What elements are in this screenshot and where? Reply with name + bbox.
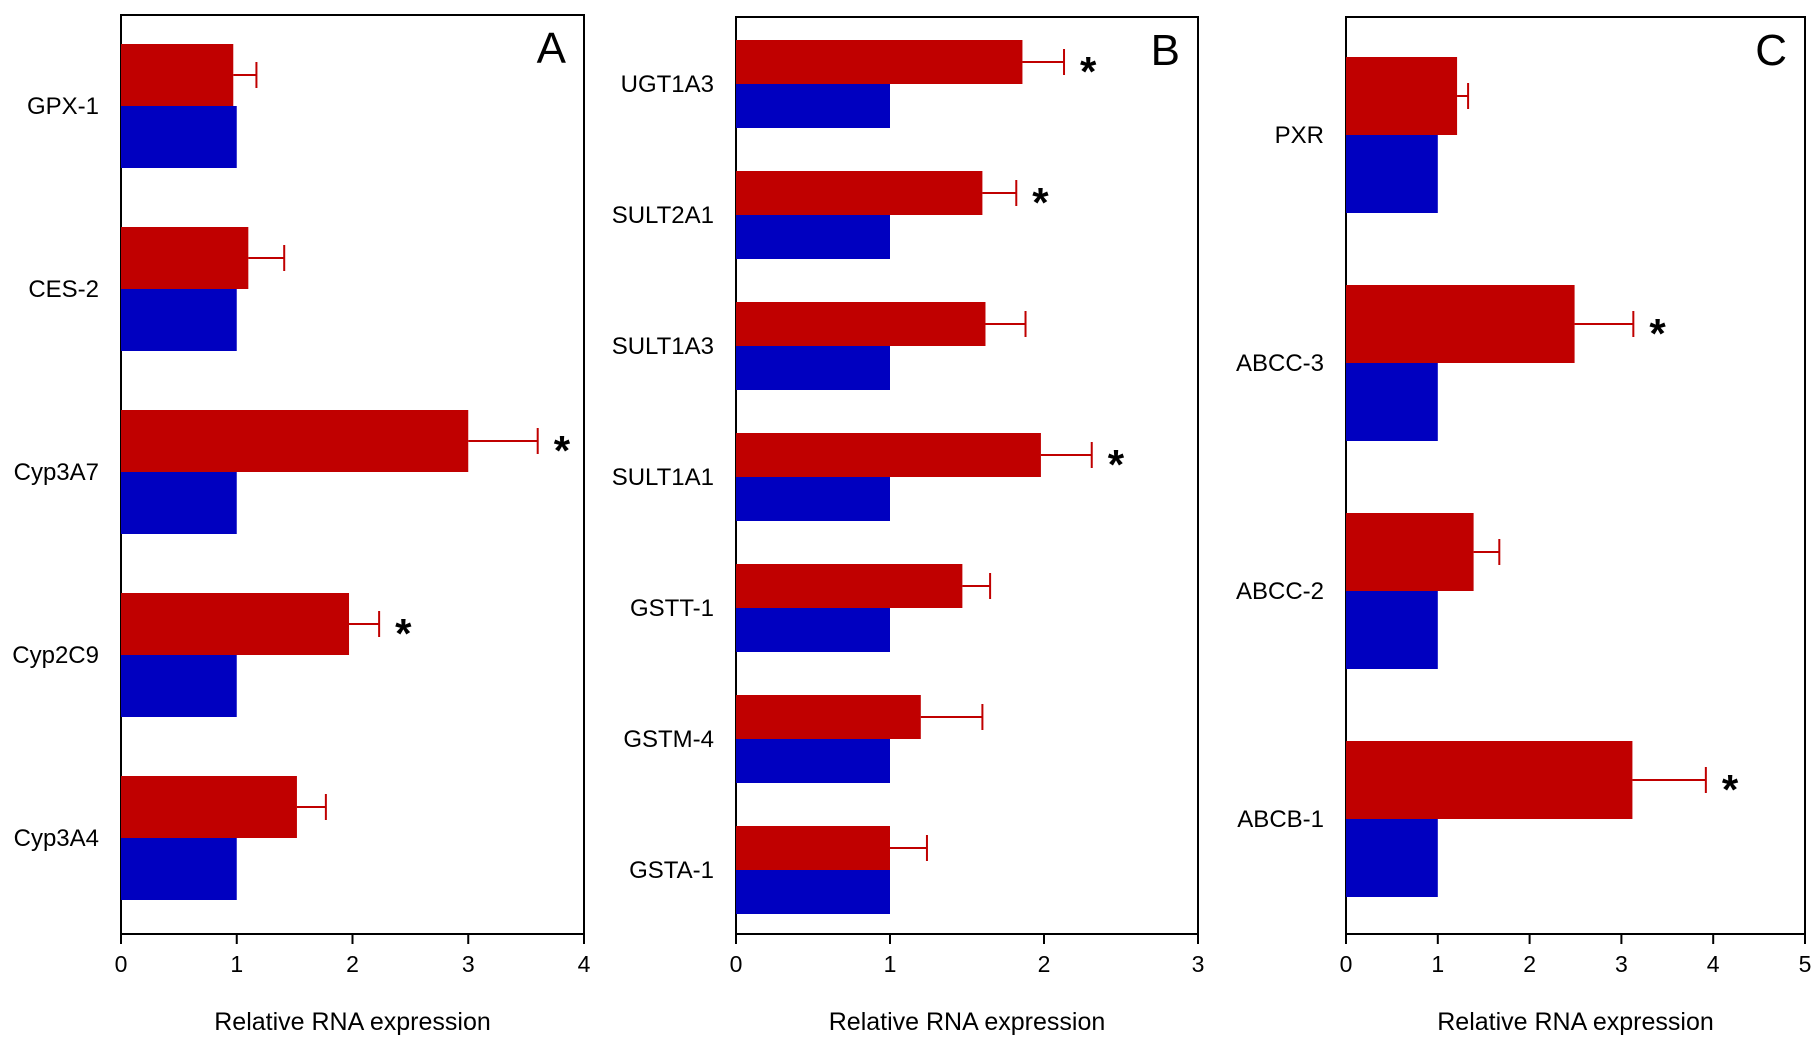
panel-a-x-tick-label: 1	[230, 951, 243, 977]
bar-treated-gpx-1	[121, 44, 234, 106]
panel-a-x-tick-label: 0	[115, 951, 128, 977]
significance-star-ugt1a3: *	[1080, 48, 1097, 95]
category-label-gstt-1: GSTT-1	[630, 595, 714, 622]
significance-star-abcb-1: *	[1722, 766, 1739, 813]
bar-treated-sult1a3	[736, 302, 986, 346]
bar-treated-sult2a1	[736, 171, 983, 215]
category-label-ces-2: CES-2	[28, 276, 99, 303]
panel-b: UGT1A3 * SULT2A1 * SULT1A3 SULT1A1 * GSTT-1 GSTM…	[612, 16, 1205, 1036]
significance-star-cyp2c9: *	[395, 610, 412, 657]
bar-control-gstt-1	[736, 608, 890, 652]
bar-control-ces-2	[121, 289, 237, 351]
bar-control-gsta-1	[736, 870, 890, 914]
bar-control-gpx-1	[121, 106, 237, 168]
category-label-abcc-3: ABCC-3	[1236, 350, 1324, 377]
significance-star-cyp3a7: *	[554, 427, 571, 474]
significance-star-sult2a1: *	[1032, 179, 1049, 226]
panel-c-letter: C	[1755, 26, 1787, 75]
category-label-gsta-1: GSTA-1	[629, 857, 714, 884]
panel-c-plot-frame	[1345, 16, 1806, 935]
bar-treated-cyp2c9	[121, 593, 350, 655]
panel-c: PXR ABCC-3 * ABCC-2 ABCB-1 * 0 1 2 3 4 5 Relative RN…	[1236, 16, 1812, 1036]
panel-a-x-tick-label: 2	[346, 951, 359, 977]
panel-a-x-axis-label: Relative RNA expression	[214, 1008, 491, 1036]
bar-control-cyp3a4	[121, 838, 237, 900]
panel-a: GPX-1 CES-2 Cyp3A7 * Cyp2C9 * Cyp3A4 0 1 2 3 4 Relat…	[12, 14, 591, 1036]
bar-treated-abcc-3	[1346, 285, 1575, 363]
bar-control-sult1a3	[736, 346, 890, 390]
bar-treated-gstt-1	[736, 564, 963, 608]
bar-control-pxr	[1346, 135, 1438, 213]
bar-treated-cyp3a4	[121, 776, 297, 838]
bar-treated-gsta-1	[736, 826, 890, 870]
category-label-cyp2c9: Cyp2C9	[12, 642, 99, 669]
panel-b-x-tick-label: 2	[1038, 951, 1051, 977]
panel-c-x-tick-label: 0	[1340, 951, 1353, 977]
category-label-cyp3a4: Cyp3A4	[14, 825, 99, 852]
category-label-ugt1a3: UGT1A3	[621, 71, 714, 98]
category-label-gstm-4: GSTM-4	[623, 726, 714, 753]
panel-a-letter: A	[537, 24, 567, 73]
bar-treated-abcb-1	[1346, 741, 1633, 819]
bar-control-abcc-3	[1346, 363, 1438, 441]
bar-treated-cyp3a7	[121, 410, 469, 472]
panel-b-x-tick-label: 1	[884, 951, 897, 977]
panel-a-x-tick-label: 4	[578, 951, 591, 977]
category-label-gpx-1: GPX-1	[27, 93, 99, 120]
panel-a-x-tick-label: 3	[462, 951, 475, 977]
category-label-sult2a1: SULT2A1	[612, 202, 714, 229]
significance-star-abcc-3: *	[1649, 310, 1666, 357]
panel-c-x-tick-label: 3	[1615, 951, 1628, 977]
category-label-abcb-1: ABCB-1	[1237, 806, 1324, 833]
bar-control-sult1a1	[736, 477, 890, 521]
bar-control-ugt1a3	[736, 84, 890, 128]
significance-star-sult1a1: *	[1108, 441, 1125, 488]
bar-control-gstm-4	[736, 739, 890, 783]
panel-b-x-tick-label: 3	[1192, 951, 1205, 977]
category-label-abcc-2: ABCC-2	[1236, 578, 1324, 605]
bar-treated-sult1a1	[736, 433, 1041, 477]
panel-c-x-axis-label: Relative RNA expression	[1437, 1008, 1714, 1036]
panel-b-x-axis-label: Relative RNA expression	[829, 1008, 1106, 1036]
panel-c-x-tick-label: 2	[1523, 951, 1536, 977]
bar-treated-gstm-4	[736, 695, 921, 739]
bar-treated-ces-2	[121, 227, 249, 289]
bar-treated-ugt1a3	[736, 40, 1023, 84]
bar-control-sult2a1	[736, 215, 890, 259]
panel-c-x-tick-label: 1	[1431, 951, 1444, 977]
panel-b-letter: B	[1151, 26, 1180, 75]
bar-control-cyp2c9	[121, 655, 237, 717]
category-label-sult1a1: SULT1A1	[612, 464, 714, 491]
bar-control-cyp3a7	[121, 472, 237, 534]
category-label-pxr: PXR	[1275, 122, 1324, 149]
category-label-sult1a3: SULT1A3	[612, 333, 714, 360]
bar-control-abcb-1	[1346, 819, 1438, 897]
bar-control-abcc-2	[1346, 591, 1438, 669]
bar-treated-pxr	[1346, 57, 1458, 135]
panel-c-x-tick-label: 5	[1799, 951, 1812, 977]
category-label-cyp3a7: Cyp3A7	[14, 459, 99, 486]
panel-c-x-tick-label: 4	[1707, 951, 1720, 977]
bar-treated-abcc-2	[1346, 513, 1474, 591]
panel-b-x-tick-label: 0	[730, 951, 743, 977]
